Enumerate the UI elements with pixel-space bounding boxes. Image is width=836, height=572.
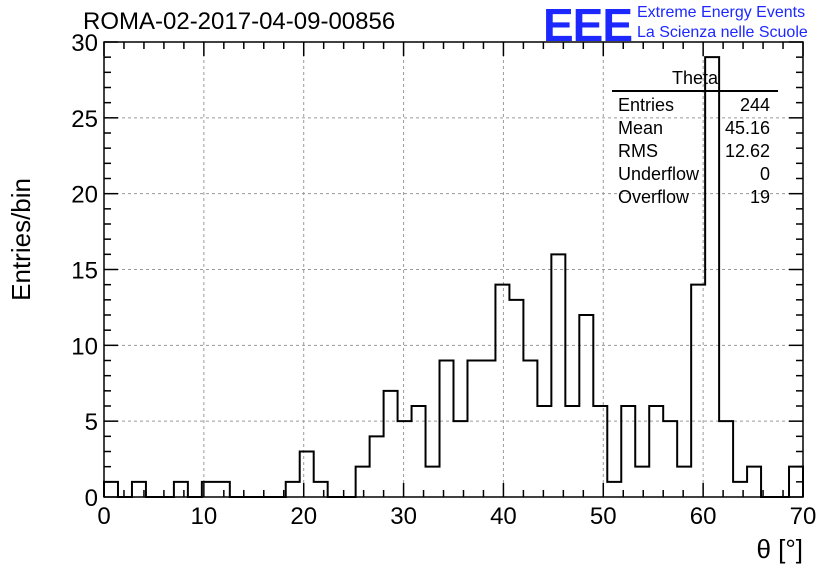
histogram-bin xyxy=(733,482,747,497)
histogram-bin xyxy=(509,300,523,497)
y-axis-label: Entries/bin xyxy=(6,178,36,301)
histogram-bin xyxy=(370,436,384,497)
y-tick-label: 30 xyxy=(71,30,98,57)
stats-value: 244 xyxy=(739,95,770,115)
histogram-bin xyxy=(426,467,440,497)
stats-label: Mean xyxy=(618,118,664,138)
y-tick-label: 10 xyxy=(71,333,98,360)
x-axis-label: θ [°] xyxy=(756,534,803,564)
stats-value: 12.62 xyxy=(724,141,770,161)
stats-label: Underflow xyxy=(618,164,700,184)
eee-logo: EEE xyxy=(543,0,633,51)
stats-label: Entries xyxy=(618,95,675,115)
histogram-bin xyxy=(691,285,705,497)
histogram-bin xyxy=(412,406,426,497)
histogram-bin xyxy=(677,467,691,497)
stats-row-mean: Mean 45.16 xyxy=(612,117,778,140)
stats-label: Overflow xyxy=(618,187,690,207)
x-tick-label: 30 xyxy=(390,503,417,530)
logo-subtitle-line2: La Scienza nelle Scuole xyxy=(637,24,808,41)
histogram-bin xyxy=(593,406,607,497)
histogram-bin xyxy=(454,421,468,497)
stats-label: RMS xyxy=(618,141,658,161)
histogram-bin xyxy=(565,406,579,497)
x-tick-label: 20 xyxy=(290,503,317,530)
x-tick-label: 10 xyxy=(191,503,218,530)
stats-row-rms: RMS 12.62 xyxy=(612,140,778,163)
histogram-bin xyxy=(398,421,412,497)
histogram-bin xyxy=(635,467,649,497)
histogram-bin xyxy=(300,452,314,498)
histogram-series xyxy=(103,56,804,498)
y-tick-label: 15 xyxy=(71,258,98,285)
histogram-bin xyxy=(621,406,635,497)
histogram-bin xyxy=(747,467,761,497)
x-tick-label: 50 xyxy=(590,503,617,530)
histogram-bin xyxy=(440,361,454,498)
x-tick-label: 40 xyxy=(490,503,517,530)
histogram-bin xyxy=(719,421,733,497)
stats-value: 19 xyxy=(749,187,770,207)
histogram-bin xyxy=(537,406,551,497)
histogram-bin xyxy=(104,482,118,497)
logo-subtitle-line1: Extreme Energy Events xyxy=(637,4,806,21)
run-title: ROMA-02-2017-04-09-00856 xyxy=(83,8,396,35)
histogram-bin xyxy=(384,391,398,497)
histogram-bin xyxy=(663,421,677,497)
histogram-bin xyxy=(495,285,509,497)
stats-value: 45.16 xyxy=(724,118,770,138)
y-tick-label: 25 xyxy=(71,106,98,133)
y-tick-label: 5 xyxy=(85,409,98,436)
stats-title: Theta xyxy=(612,68,778,92)
histogram-bin xyxy=(649,406,663,497)
stats-row-entries: Entries 244 xyxy=(612,94,778,117)
histogram-bin xyxy=(216,482,230,497)
histogram-bin xyxy=(607,482,621,497)
tick-labels: 0 10 20 30 40 50 60 70 0 5 10 15 20 25 30 xyxy=(71,30,816,530)
stats-value: 0 xyxy=(759,164,770,184)
y-tick-label: 0 xyxy=(85,485,98,512)
histogram-bin xyxy=(286,482,300,497)
x-tick-label: 60 xyxy=(690,503,717,530)
histogram-bin xyxy=(314,482,328,497)
histogram-bin xyxy=(467,361,481,498)
histogram-bin xyxy=(523,361,537,498)
x-tick-label: 0 xyxy=(97,503,110,530)
stats-row-overflow: Overflow 19 xyxy=(612,186,778,209)
stats-row-underflow: Underflow 0 xyxy=(612,163,778,186)
histogram-bin xyxy=(356,467,370,497)
x-tick-label: 70 xyxy=(790,503,817,530)
histogram-bin xyxy=(174,482,188,497)
histogram-outline xyxy=(103,56,804,498)
y-tick-label: 20 xyxy=(71,182,98,209)
axis-ticks xyxy=(103,41,804,498)
stats-box: Theta Entries 244 Mean 45.16 RMS 12.62 U… xyxy=(612,68,778,209)
histogram-bin xyxy=(579,315,593,497)
histogram-bin xyxy=(481,361,495,498)
histogram-bin xyxy=(551,254,565,497)
